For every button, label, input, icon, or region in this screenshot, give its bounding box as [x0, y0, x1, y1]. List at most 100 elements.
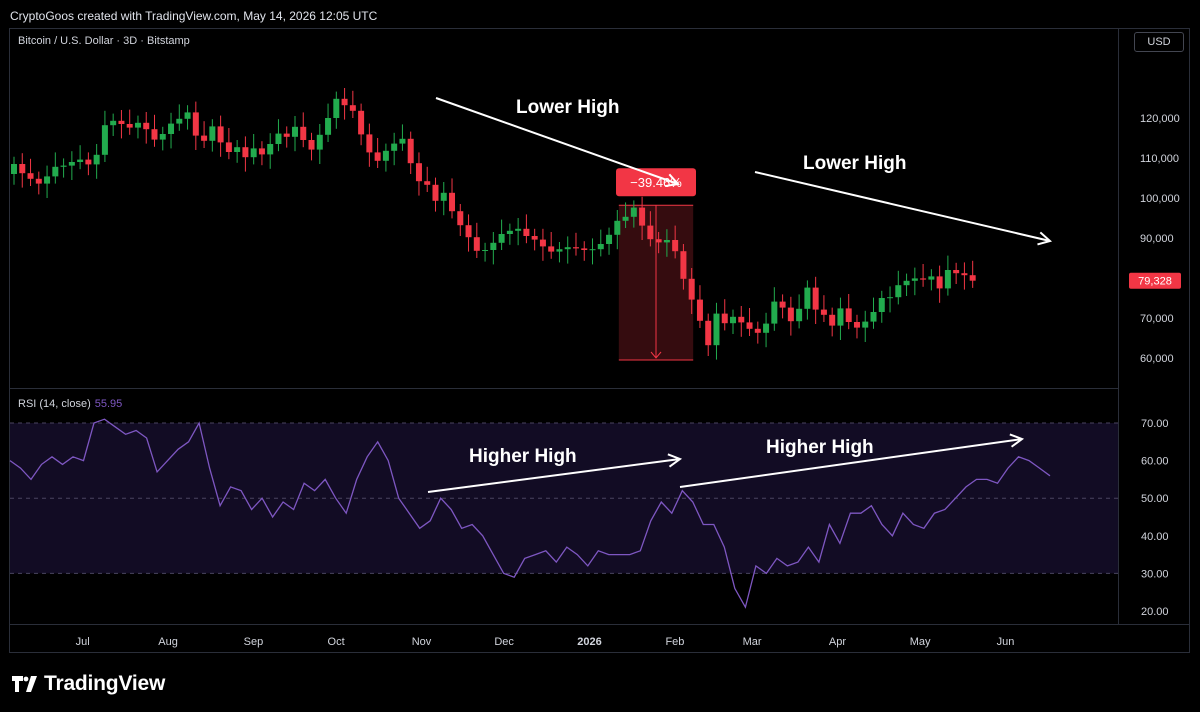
candle-body [209, 126, 216, 141]
range-measure[interactable]: −39.46% [616, 168, 697, 361]
higher-high-arrow-2-line [679, 438, 1023, 488]
candle-body [672, 240, 679, 252]
candle-body [283, 133, 290, 137]
candle-body [837, 308, 844, 326]
higher-high-arrow-2-head [1009, 433, 1025, 448]
candle-body [936, 276, 943, 289]
rsi-series-line [9, 418, 1051, 609]
candle-body [606, 234, 613, 244]
candle-body [432, 184, 439, 201]
rsi-legend[interactable]: RSI (14, close) 55.95 [18, 398, 122, 410]
price-axis[interactable]: 60,000 70,000 90,000 100,000 110,000 120,000 7… [1129, 113, 1181, 365]
time-tick-label: Dec [494, 636, 514, 648]
rsi-band [10, 422, 1118, 574]
candle-body [291, 126, 298, 137]
candle-body [333, 98, 340, 118]
price-tick-label: 60,000 [1140, 353, 1174, 365]
candle-body [349, 105, 356, 111]
annotations[interactable]: Lower High Lower High Higher High Higher Hi… [427, 97, 1053, 493]
candle-body [176, 118, 183, 124]
candle-body [407, 138, 414, 164]
candle-body [506, 230, 513, 234]
tradingview-logo-icon [12, 676, 37, 692]
candle-body [589, 249, 596, 251]
candle-body [35, 178, 42, 184]
candle-body [804, 287, 811, 309]
candle-body [688, 278, 695, 300]
candle-body [77, 159, 84, 162]
candle-body [911, 278, 918, 281]
candle-body [969, 275, 976, 281]
candle-body [622, 216, 629, 221]
candle-body [300, 126, 307, 140]
lower-high-arrow-1-line [435, 97, 679, 185]
candle-body [928, 276, 935, 280]
candle-body [903, 280, 910, 286]
candle-body [779, 301, 786, 308]
candle-body [548, 246, 555, 252]
rsi-title: RSI (14, close) [18, 398, 91, 410]
candle-body [242, 147, 249, 158]
candle-body [564, 247, 571, 250]
brand-name: TradingView [44, 672, 166, 695]
candle-body [134, 122, 141, 128]
rsi-tick-label: 50.00 [1141, 493, 1169, 505]
candle-body [68, 162, 75, 166]
candle-body [953, 270, 960, 274]
candle-body [738, 316, 745, 323]
measure-label: −39.46% [630, 175, 682, 190]
candle-body [358, 110, 365, 135]
candle-body [696, 299, 703, 321]
candle-body [556, 249, 563, 252]
candle-body [531, 236, 538, 240]
candle-body [539, 239, 546, 247]
candle-body [101, 125, 108, 155]
candle-body [258, 148, 265, 155]
candle-body [308, 140, 315, 150]
candle-body [11, 164, 17, 174]
rsi-axis[interactable]: 20.00 30.00 40.00 50.00 60.00 70.00 [1141, 418, 1169, 618]
candle-body [820, 309, 827, 315]
time-axis[interactable]: Jul Aug Sep Oct Nov Dec 2026 Feb Mar Apr May Jun [76, 636, 1015, 648]
candle-body [225, 142, 232, 152]
time-tick-label: 2026 [577, 636, 601, 648]
candle-body [267, 144, 274, 155]
candle-body [415, 163, 422, 182]
candle-body [52, 166, 59, 177]
candle-body [829, 314, 836, 326]
higher-high-arrow-1-line [427, 458, 681, 493]
rsi-tick-label: 60.00 [1141, 456, 1169, 468]
symbol-title[interactable]: Bitcoin / U.S. Dollar · 3D · Bitstamp [18, 35, 190, 47]
price-tick-label: 120,000 [1140, 113, 1180, 125]
time-tick-label: Mar [743, 636, 762, 648]
candle-body [449, 192, 456, 212]
candle-body [787, 307, 794, 322]
candle-body [201, 135, 208, 141]
rsi-line [9, 418, 1051, 609]
time-tick-label: Oct [328, 636, 345, 648]
candle-body [862, 321, 869, 328]
candle-body [887, 297, 894, 299]
pane-separator[interactable] [10, 388, 1118, 389]
candle-body [391, 143, 398, 151]
candle-body [944, 270, 951, 289]
candle-body [763, 323, 770, 333]
candle-body [515, 228, 522, 231]
candle-body [730, 316, 737, 324]
currency-button[interactable]: USD [1134, 32, 1184, 52]
candle-body [878, 298, 885, 312]
tradingview-brand[interactable]: TradingView [12, 672, 165, 696]
candle-body [498, 234, 505, 243]
candle-body [399, 138, 406, 144]
candle-body [721, 313, 728, 324]
candle-body [581, 248, 588, 250]
candle-body [713, 313, 720, 346]
candle-body [143, 122, 150, 130]
time-tick-label: Jun [997, 636, 1015, 648]
candle-body [325, 118, 332, 135]
lower-high-label-1: Lower High [516, 97, 619, 118]
candle-body [382, 150, 389, 161]
candle-body [151, 129, 158, 140]
candle-body [19, 164, 26, 174]
